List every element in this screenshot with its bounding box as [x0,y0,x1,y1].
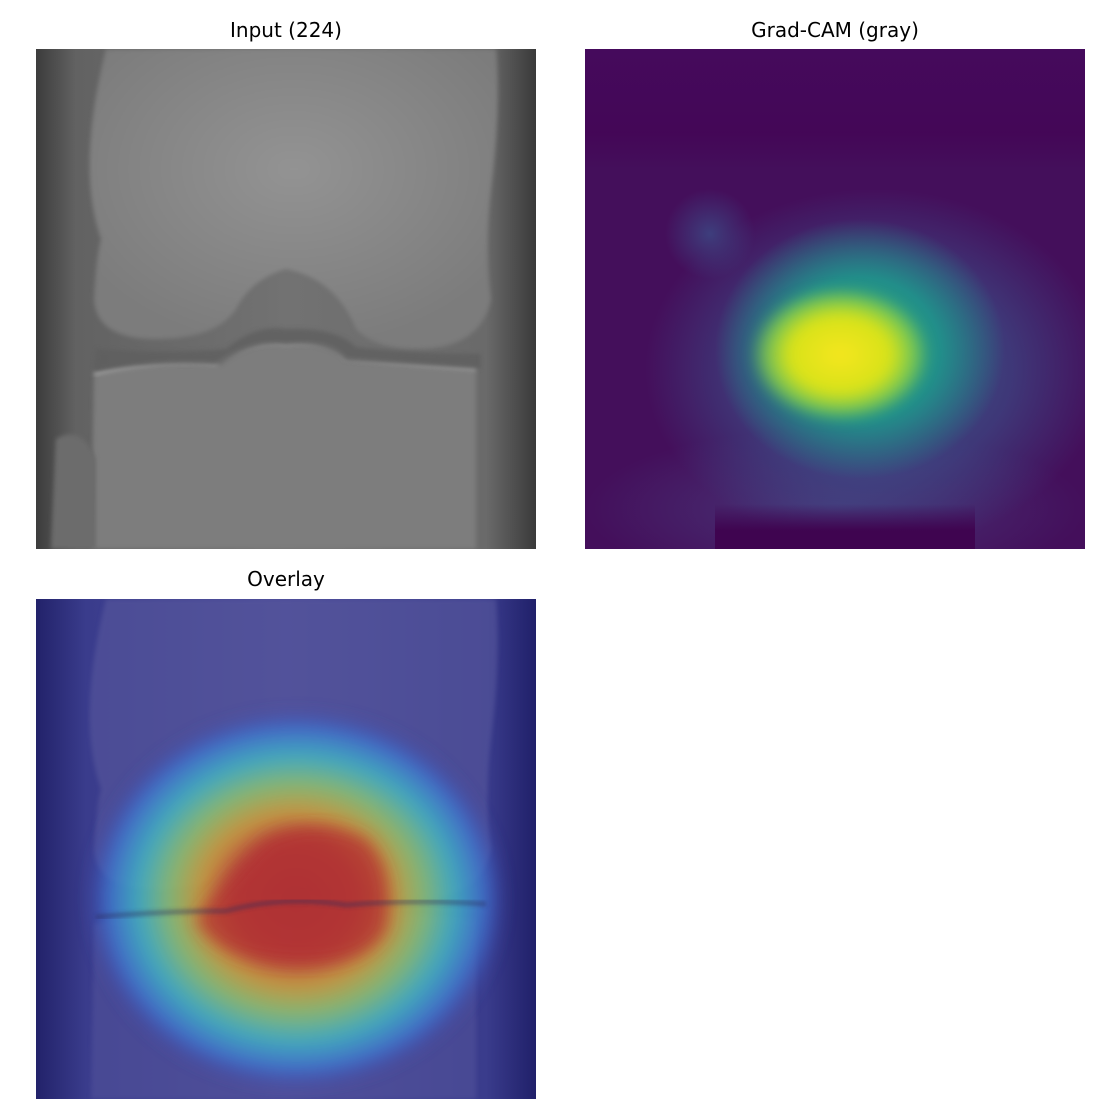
gradcam-heatmap-image [585,49,1085,549]
gradcam-panel-title: Grad-CAM (gray) [751,18,919,42]
input-panel-title: Input (224) [230,18,342,42]
input-xray-image [36,49,536,549]
overlay-image [36,599,536,1099]
overlay-panel-title: Overlay [247,567,325,591]
